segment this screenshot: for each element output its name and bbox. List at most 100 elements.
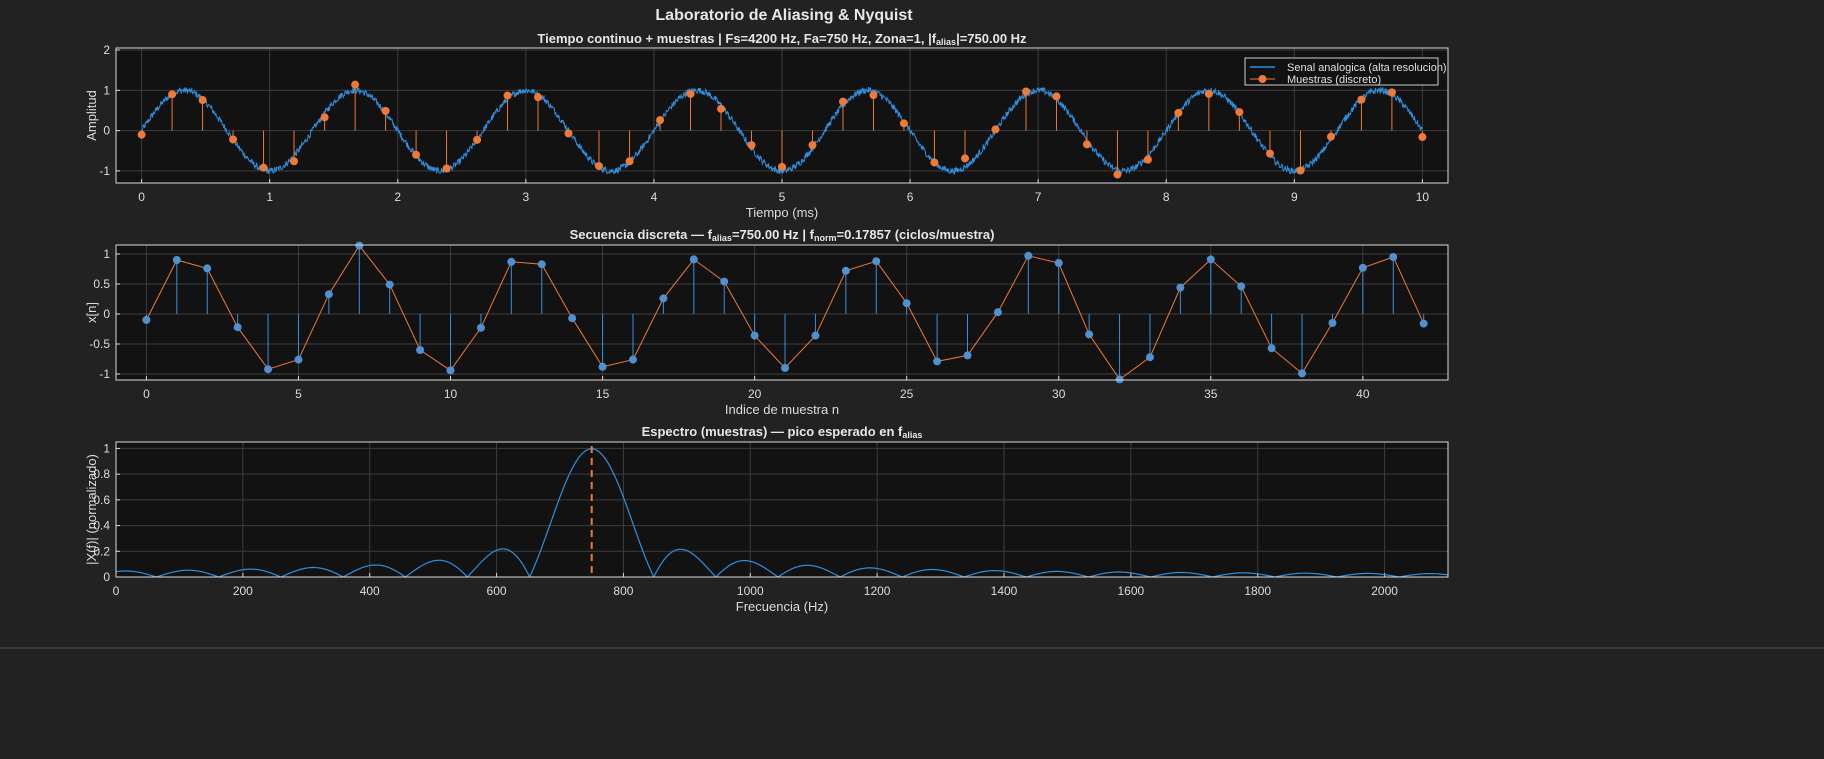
- sample-point: [259, 163, 268, 172]
- sequence-point: [993, 308, 1002, 317]
- sequence-point: [750, 331, 759, 340]
- chart-title-part: =750.00 Hz | f: [732, 227, 815, 242]
- sample-point: [1387, 88, 1396, 97]
- sequence-point: [1389, 253, 1398, 261]
- x-tick-label: 6: [907, 190, 914, 204]
- x-tick-label: 0: [138, 190, 145, 204]
- sample-point: [625, 157, 634, 166]
- x-tick-label: 0: [143, 387, 150, 401]
- window-bottom-edge: [0, 647, 1824, 649]
- sequence-point: [1267, 344, 1276, 353]
- x-tick-label: 400: [360, 584, 380, 598]
- x-tick-label: 9: [1291, 190, 1298, 204]
- x-tick-label: 7: [1035, 190, 1042, 204]
- x-tick-label: 2: [394, 190, 401, 204]
- sequence-point: [294, 355, 303, 364]
- chart-title-part: Espectro (muestras) — pico esperado en f: [642, 424, 903, 439]
- x-tick-label: 1800: [1244, 584, 1271, 598]
- sample-point: [1174, 108, 1183, 117]
- sequence-point: [1054, 259, 1063, 267]
- sample-point: [137, 130, 146, 139]
- sequence-point: [1024, 251, 1033, 260]
- y-tick-label: 0.5: [93, 277, 110, 291]
- chart-title: Tiempo continuo + muestras | Fs=4200 Hz,…: [537, 31, 1027, 47]
- sequence-point: [659, 294, 668, 303]
- y-tick-label: 0.6: [93, 493, 110, 507]
- x-tick-label: 1: [266, 190, 273, 204]
- y-tick-label: 0: [103, 570, 110, 584]
- sample-point: [656, 116, 665, 125]
- legend-analog-label: Senal analogica (alta resolucion): [1287, 62, 1447, 74]
- sample-point: [717, 104, 726, 113]
- x-tick-label: 800: [613, 584, 633, 598]
- sequence-point: [1328, 319, 1337, 327]
- sample-point: [1143, 155, 1152, 164]
- sample-point: [412, 150, 421, 159]
- x-axis-label: Frecuencia (Hz): [736, 599, 828, 614]
- sample-point: [198, 95, 207, 104]
- x-tick-label: 200: [233, 584, 253, 598]
- x-tick-label: 2000: [1371, 584, 1398, 598]
- sample-point: [1296, 166, 1305, 175]
- x-tick-label: 10: [444, 387, 458, 401]
- x-tick-label: 1000: [737, 584, 764, 598]
- sequence-point: [689, 255, 698, 264]
- sequence-point: [568, 314, 577, 323]
- axes-frame: [115, 441, 1449, 578]
- sample-point: [961, 154, 970, 163]
- chart-title-part: Secuencia discreta — f: [570, 227, 713, 242]
- legend-box: [1244, 57, 1439, 86]
- x-tick-label: 4: [651, 190, 658, 204]
- sample-point: [594, 162, 603, 171]
- x-tick-label: 1600: [1118, 584, 1145, 598]
- time-domain-chart: 0 1 2 3 4 5 6 7 8 9 10 -1 0 1 2 Tiempo (ms) Amplitud Tiem…: [84, 31, 1449, 220]
- chart-title-part: Tiempo continuo + muestras | Fs=4200 Hz,…: [537, 31, 936, 46]
- sample-point: [442, 164, 451, 173]
- sample-point: [290, 157, 299, 166]
- sequence-point: [841, 266, 850, 275]
- y-tick-label: 1: [103, 247, 110, 261]
- sequence-point: [1115, 375, 1124, 384]
- sequence-point: [1206, 255, 1215, 264]
- sequence-point: [203, 264, 212, 273]
- sequence-point: [1358, 263, 1367, 272]
- sequence-point: [963, 351, 972, 360]
- y-tick-label: 0.8: [93, 467, 110, 481]
- sample-point: [808, 141, 817, 150]
- x-tick-label: 35: [1204, 387, 1218, 401]
- x-tick-label: 3: [523, 190, 530, 204]
- x-tick-label: 25: [900, 387, 914, 401]
- x-tick-label: 600: [487, 584, 507, 598]
- sequence-point: [355, 241, 364, 250]
- sample-point: [1021, 87, 1030, 96]
- y-tick-label: 2: [103, 43, 110, 57]
- plot-area: [116, 245, 1448, 380]
- x-tick-label: 5: [779, 190, 786, 204]
- sequence-point: [872, 257, 881, 266]
- plot-area: [116, 442, 1448, 577]
- chart-title-subscript: norm: [814, 233, 837, 243]
- discrete-sequence-chart: 0 5 10 15 20 25 30 35 40 -1 -0.5 0 0.5 1 Indice de mue…: [84, 227, 1449, 417]
- sequence-point: [628, 355, 637, 364]
- sample-point: [1204, 89, 1213, 98]
- axes-frame: [115, 47, 1449, 184]
- sequence-point: [233, 323, 242, 332]
- sample-point: [778, 162, 786, 171]
- y-tick-label: 1: [103, 83, 110, 97]
- chart-title-subscript: alias: [712, 233, 732, 243]
- sample-point: [1082, 140, 1091, 149]
- sample-point: [1113, 170, 1122, 179]
- sample-point: [747, 141, 756, 150]
- sequence-point: [933, 357, 942, 366]
- sample-point: [1326, 132, 1335, 141]
- sequence-point: [1237, 282, 1246, 291]
- sample-point: [930, 158, 939, 167]
- spectrum-chart: 0 200 400 600 800 1000 1200 1400 1600 1800 2000 0 0.…: [84, 424, 1449, 614]
- y-tick-label: 1: [103, 441, 110, 455]
- y-tick-label: 0.4: [93, 519, 110, 533]
- sample-point: [838, 97, 847, 106]
- chart-title: Secuencia discreta — falias=750.00 Hz | …: [570, 227, 995, 243]
- sequence-point: [720, 277, 729, 286]
- x-tick-label: 15: [596, 387, 610, 401]
- sample-point: [351, 80, 360, 89]
